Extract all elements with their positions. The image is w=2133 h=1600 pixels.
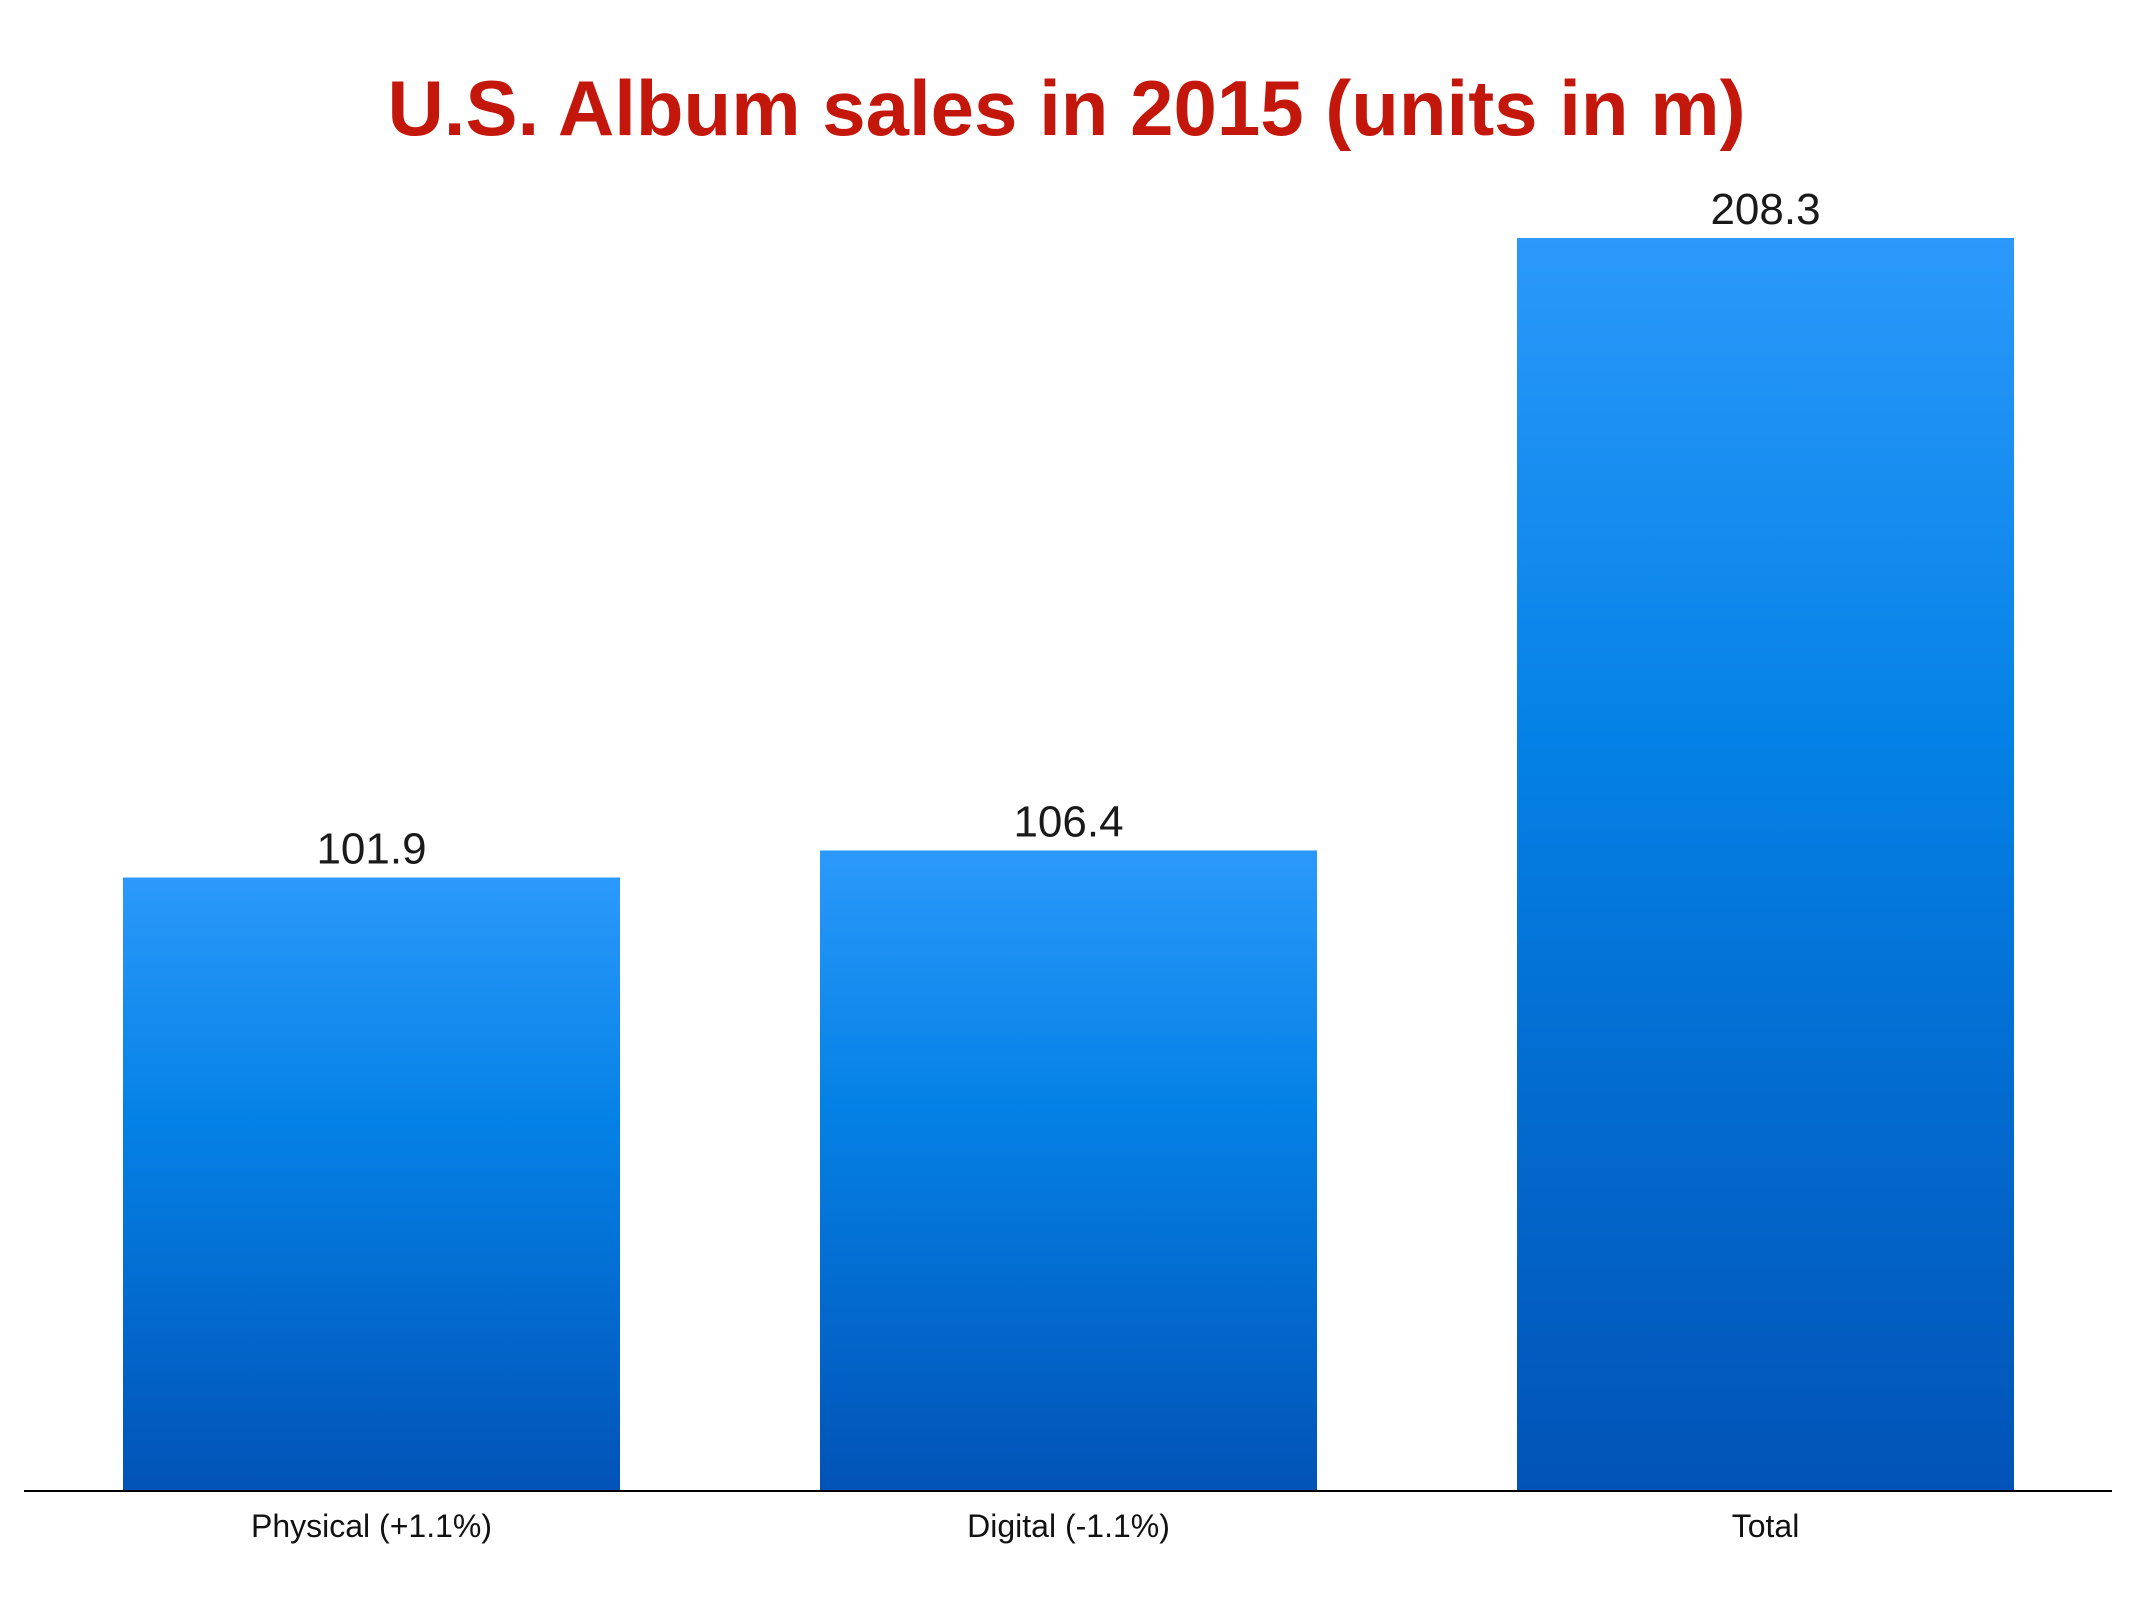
bars-layer xyxy=(123,238,2014,1490)
data-label-2: 208.3 xyxy=(1710,185,1820,234)
chart-title: U.S. Album sales in 2015 (units in m) xyxy=(387,64,1746,152)
bar-2 xyxy=(1517,238,2014,1490)
bar-1 xyxy=(820,850,1317,1490)
bar-0 xyxy=(123,877,620,1490)
data-label-1: 106.4 xyxy=(1013,797,1123,846)
labels-layer: 101.9 Physical (+1.1%) 106.4 Digital (-1.1%… xyxy=(251,185,1821,1544)
x-tick-label-0: Physical (+1.1%) xyxy=(251,1508,492,1544)
x-tick-label-2: Total xyxy=(1732,1508,1800,1544)
data-label-0: 101.9 xyxy=(316,825,426,874)
x-tick-label-1: Digital (-1.1%) xyxy=(967,1508,1170,1544)
